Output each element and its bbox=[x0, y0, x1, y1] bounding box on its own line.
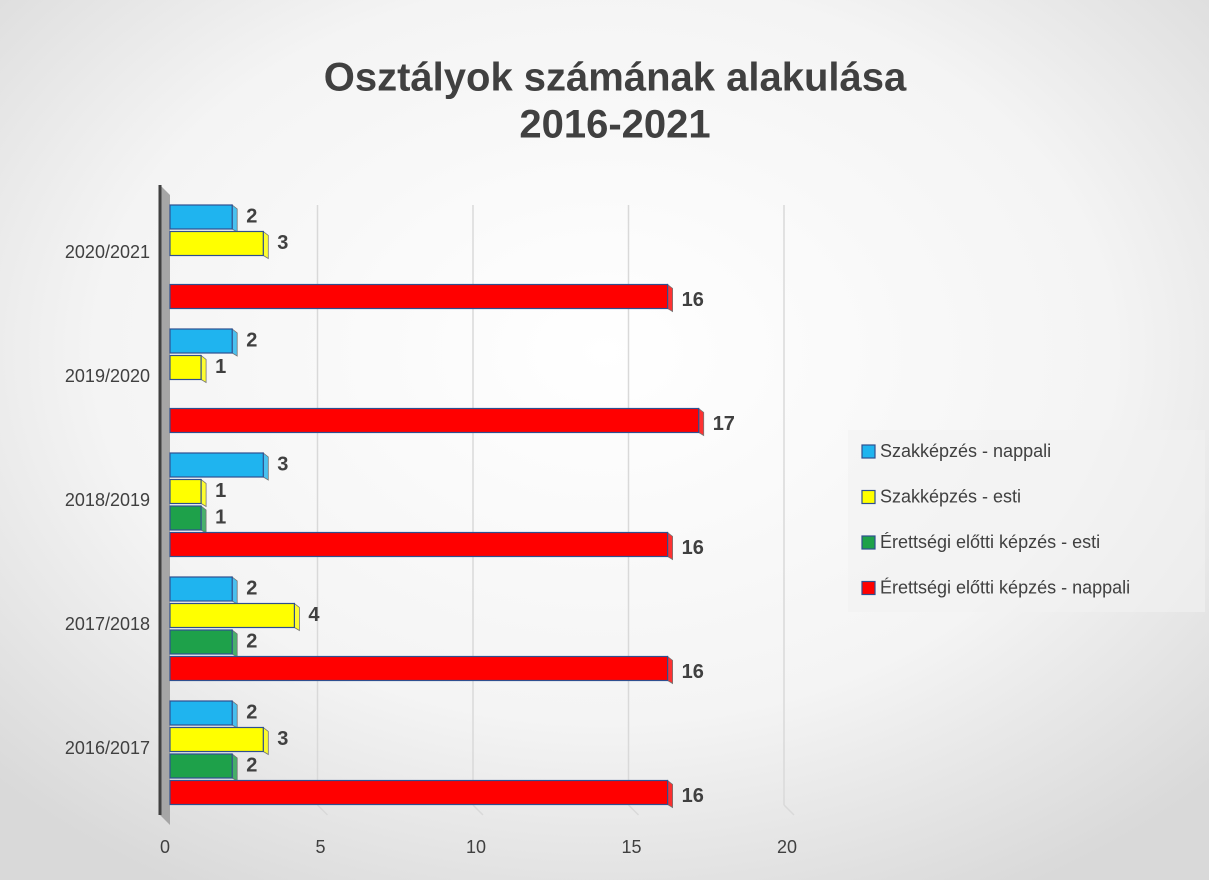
bar-side bbox=[262, 230, 269, 260]
bar bbox=[169, 753, 233, 779]
bar-side bbox=[200, 354, 207, 384]
bar bbox=[169, 726, 264, 753]
bar-side bbox=[200, 478, 207, 508]
x-tick-label: 10 bbox=[466, 837, 486, 857]
grid-line-3d bbox=[472, 804, 484, 816]
bar-side bbox=[293, 602, 300, 632]
grid-line-3d bbox=[627, 804, 640, 816]
bar bbox=[169, 629, 233, 655]
bar-side bbox=[200, 505, 207, 534]
y-tick-label: 2018/2019 bbox=[65, 490, 150, 510]
data-label: 17 bbox=[713, 413, 735, 435]
bar bbox=[169, 700, 233, 726]
bar-side bbox=[262, 452, 269, 481]
bar-side bbox=[231, 328, 238, 357]
bar-side bbox=[231, 204, 238, 233]
x-tick-label: 5 bbox=[315, 837, 325, 857]
bar bbox=[169, 407, 700, 434]
bar bbox=[169, 779, 669, 806]
bar bbox=[169, 531, 669, 558]
y-tick-label: 2017/2018 bbox=[65, 614, 150, 634]
axis-wall bbox=[160, 185, 170, 825]
bar-side bbox=[698, 407, 705, 437]
data-label: 3 bbox=[277, 453, 288, 475]
legend-swatch bbox=[861, 580, 876, 596]
data-label: 16 bbox=[682, 289, 704, 311]
data-label: 16 bbox=[682, 537, 704, 559]
bar bbox=[169, 505, 202, 531]
bar bbox=[169, 354, 202, 381]
legend-swatch bbox=[861, 535, 876, 550]
data-label: 16 bbox=[682, 661, 704, 683]
chart-title: Osztályok számának alakulása bbox=[324, 56, 907, 100]
data-label: 2 bbox=[246, 630, 257, 652]
bar-side bbox=[262, 726, 269, 756]
data-label: 1 bbox=[215, 356, 226, 378]
bar bbox=[169, 204, 233, 230]
y-tick-label: 2016/2017 bbox=[65, 738, 150, 758]
grid-line-3d bbox=[316, 804, 329, 816]
data-label: 1 bbox=[215, 506, 226, 528]
legend-box bbox=[848, 430, 1205, 612]
grid-line-3d bbox=[783, 804, 795, 816]
data-label: 2 bbox=[246, 577, 257, 599]
data-label: 2 bbox=[246, 701, 257, 723]
bar-side bbox=[231, 700, 238, 729]
data-label: 16 bbox=[682, 785, 704, 807]
bar-side bbox=[667, 655, 673, 685]
data-label: 1 bbox=[215, 480, 226, 502]
legend-swatch bbox=[861, 489, 876, 505]
bar bbox=[169, 452, 264, 478]
bar-side bbox=[667, 283, 673, 313]
bar-side bbox=[231, 753, 238, 782]
y-tick-label: 2019/2020 bbox=[65, 366, 150, 386]
bar-side bbox=[231, 576, 238, 605]
data-label: 4 bbox=[308, 604, 320, 626]
bar-side bbox=[667, 531, 673, 561]
legend-label: Szakképzés - nappali bbox=[880, 441, 1051, 461]
chart-title: 2016-2021 bbox=[519, 103, 710, 147]
bar bbox=[169, 655, 669, 682]
y-tick-label: 2020/2021 bbox=[65, 242, 150, 262]
bar bbox=[169, 283, 669, 310]
data-label: 3 bbox=[277, 232, 288, 254]
legend-label: Érettségi előtti képzés - nappali bbox=[880, 577, 1130, 597]
x-tick-label: 0 bbox=[160, 837, 170, 857]
bar-side bbox=[667, 779, 673, 809]
data-label: 2 bbox=[246, 205, 257, 227]
data-label: 3 bbox=[277, 728, 288, 750]
bar bbox=[169, 230, 264, 257]
legend-label: Érettségi előtti képzés - esti bbox=[880, 532, 1100, 552]
bar bbox=[169, 478, 202, 505]
bar bbox=[169, 602, 296, 629]
legend-label: Szakképzés - esti bbox=[880, 486, 1021, 506]
bar bbox=[169, 328, 233, 354]
bar-side bbox=[231, 629, 238, 658]
data-label: 2 bbox=[246, 754, 257, 776]
bar bbox=[169, 576, 233, 602]
x-tick-label: 20 bbox=[777, 837, 797, 857]
data-label: 2 bbox=[246, 329, 257, 351]
legend-swatch bbox=[861, 444, 876, 459]
x-tick-label: 15 bbox=[621, 837, 641, 857]
